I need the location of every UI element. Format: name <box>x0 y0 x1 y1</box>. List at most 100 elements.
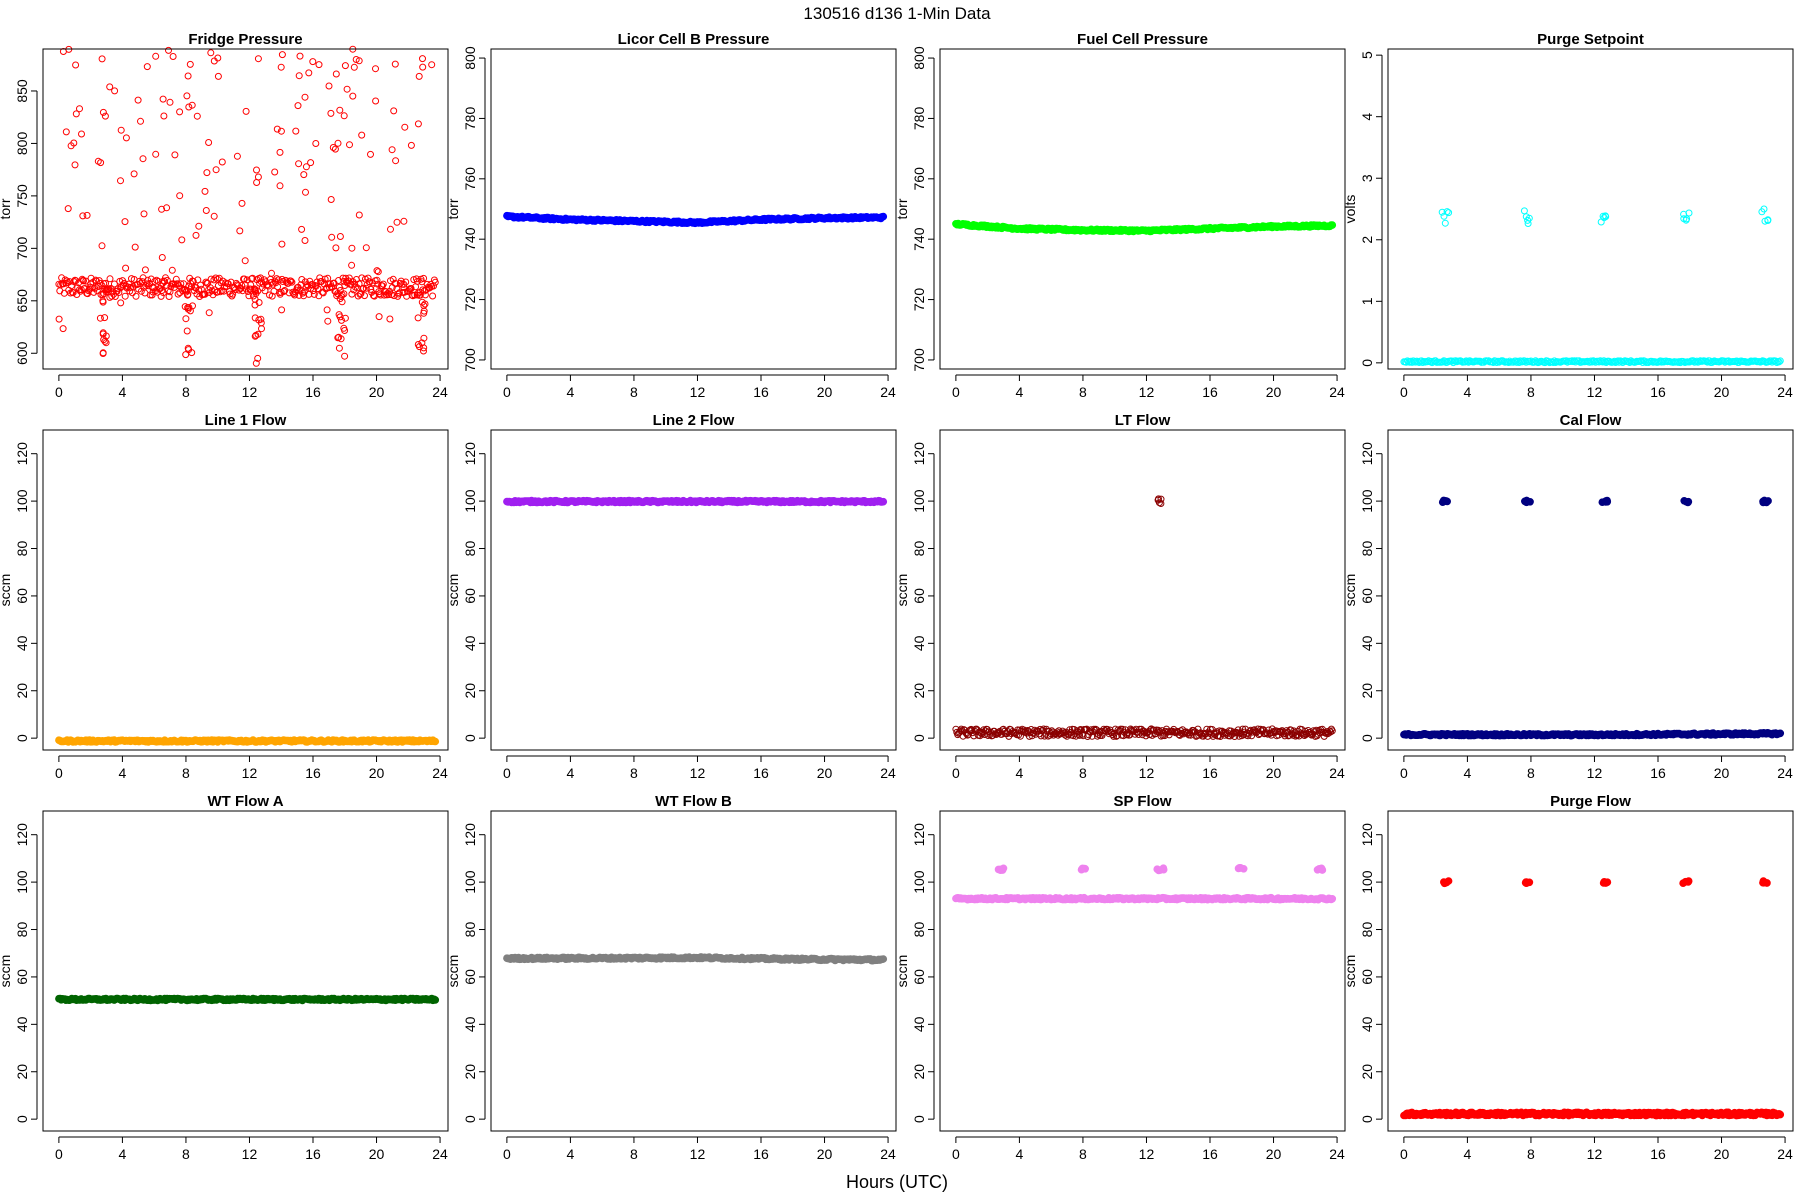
data-point <box>348 261 356 269</box>
data-points <box>952 863 1337 904</box>
y-tick-label: 120 <box>462 442 478 466</box>
data-points <box>952 495 1336 740</box>
y-tick-label: 60 <box>462 588 478 604</box>
data-point <box>401 123 409 131</box>
data-point <box>83 211 91 219</box>
y-axis-label: sccm <box>0 955 13 988</box>
x-tick-label: 8 <box>630 1146 638 1162</box>
x-tick-label: 16 <box>1650 765 1666 781</box>
plot-frame <box>939 810 1346 1132</box>
y-tick-label: 800 <box>14 132 30 156</box>
plot-frame <box>939 429 1346 751</box>
y-tick-label: 80 <box>14 541 30 557</box>
data-point <box>157 282 165 290</box>
data-point <box>428 61 436 69</box>
data-point <box>384 289 392 297</box>
data-point <box>214 54 222 62</box>
y-tick-label: 1 <box>1359 297 1375 305</box>
data-point <box>253 166 260 174</box>
x-tick-label: 0 <box>503 384 511 400</box>
y-axis-label: sccm <box>894 955 910 988</box>
data-point <box>343 85 351 93</box>
data-point <box>99 350 107 357</box>
data-point <box>184 304 192 312</box>
x-tick-label: 0 <box>952 1146 960 1162</box>
y-axis-label: sccm <box>894 574 910 607</box>
y-tick-label: 60 <box>911 969 927 985</box>
data-point <box>340 112 348 120</box>
x-tick-label: 0 <box>55 765 63 781</box>
x-tick-label: 8 <box>1527 765 1535 781</box>
data-point <box>99 297 107 305</box>
data-point <box>288 278 296 286</box>
data-point <box>379 280 387 288</box>
data-point <box>419 63 427 71</box>
data-point <box>271 168 279 176</box>
data-point <box>341 352 349 360</box>
data-point <box>277 63 285 71</box>
x-tick-label: 8 <box>182 1146 190 1162</box>
data-point <box>331 145 339 153</box>
x-tick-label: 8 <box>182 765 190 781</box>
data-point <box>264 281 272 289</box>
y-tick-label: 20 <box>462 1064 478 1080</box>
x-tick-label: 20 <box>1714 765 1730 781</box>
y-tick-label: 850 <box>14 79 30 103</box>
data-points <box>503 211 888 228</box>
data-point <box>267 279 275 286</box>
data-point <box>276 148 284 156</box>
data-point <box>332 288 340 296</box>
data-point <box>309 58 317 66</box>
data-point <box>301 237 309 244</box>
x-tick-label: 4 <box>119 384 127 400</box>
plot-frame <box>490 429 897 751</box>
x-tick-label: 20 <box>369 765 385 781</box>
data-point <box>278 51 286 59</box>
y-axis-label: torr <box>445 198 461 219</box>
data-point <box>159 289 167 297</box>
data-point <box>388 146 396 154</box>
y-tick-label: 80 <box>462 922 478 938</box>
data-point <box>416 291 424 299</box>
data-point <box>64 205 72 213</box>
y-tick-label: 720 <box>911 288 927 312</box>
x-tick-label: 24 <box>1329 765 1345 781</box>
x-tick-label: 20 <box>817 765 833 781</box>
y-tick-label: 80 <box>1359 922 1375 938</box>
plot-frame <box>490 48 897 370</box>
y-tick-label: 40 <box>1359 635 1375 651</box>
y-tick-label: 40 <box>462 1016 478 1032</box>
plot-frame <box>490 810 897 1132</box>
data-point <box>183 286 191 294</box>
y-tick-label: 780 <box>911 107 927 131</box>
data-point <box>183 92 191 100</box>
y-tick-label: 120 <box>14 823 30 847</box>
data-point <box>166 288 174 296</box>
data-point <box>166 98 174 106</box>
data-point <box>152 150 160 158</box>
x-axis: 0 4 8 12 16 20 24 <box>503 374 896 400</box>
data-point <box>103 286 111 294</box>
data-point <box>326 280 334 288</box>
data-point <box>287 277 295 285</box>
data-points <box>503 953 888 965</box>
data-point <box>171 151 179 159</box>
y-tick-label: 60 <box>14 969 30 985</box>
data-point <box>78 275 86 283</box>
y-tick-label: 100 <box>462 489 478 513</box>
data-point <box>327 109 335 117</box>
data-point <box>141 266 149 274</box>
y-tick-label: 40 <box>462 635 478 651</box>
x-tick-label: 8 <box>182 384 190 400</box>
data-point <box>99 330 107 338</box>
data-point <box>1328 221 1337 229</box>
data-point <box>203 169 211 177</box>
